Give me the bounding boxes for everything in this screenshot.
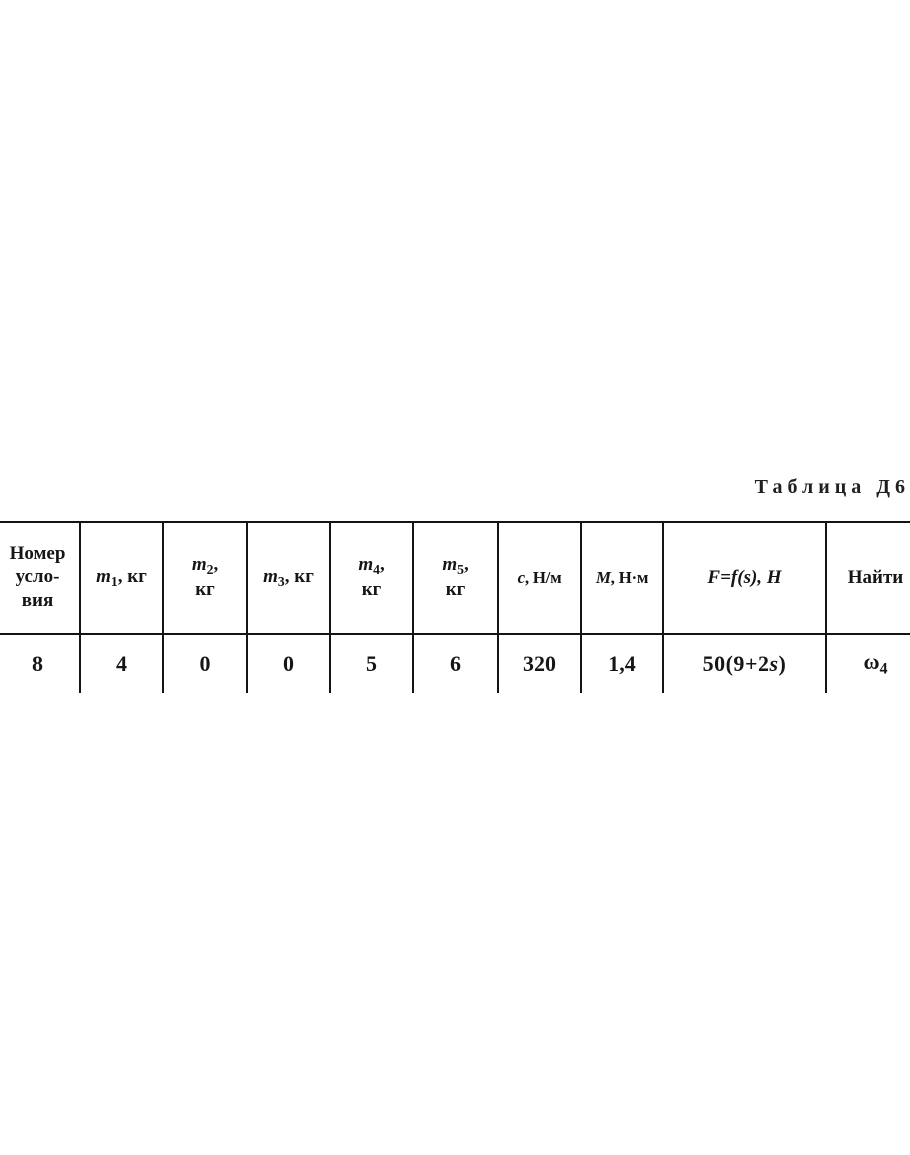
header-c-unit: , Н/м bbox=[524, 567, 562, 587]
cell-find-subscript: 4 bbox=[879, 660, 888, 678]
header-cell-m2: m2, кг bbox=[162, 522, 248, 635]
header-m5-symbol: m bbox=[442, 553, 458, 575]
header-cell-m4: m4, кг bbox=[329, 522, 414, 635]
cell-moment: 1,4 bbox=[580, 634, 664, 693]
header-m5-comma: , bbox=[463, 553, 469, 575]
header-m2-unit: кг bbox=[195, 578, 215, 600]
header-cell-moment: M, Н·м bbox=[580, 522, 664, 635]
cell-F-variable: s bbox=[769, 651, 779, 676]
data-table-container: Номер усло- вия m1, кг m2, кг bbox=[0, 521, 910, 693]
header-F-label: F=f(s), Н bbox=[707, 566, 782, 588]
cell-m3: 0 bbox=[246, 634, 331, 693]
header-cell-stiffness: c, Н/м bbox=[497, 522, 582, 635]
header-c-symbol: c bbox=[517, 567, 526, 587]
header-m4-subscript: 4 bbox=[373, 561, 380, 577]
header-condition-line3: вия bbox=[21, 589, 54, 611]
cell-m1: 4 bbox=[79, 634, 164, 693]
cell-m5: 6 bbox=[412, 634, 499, 693]
cell-condition-number: 8 bbox=[0, 634, 81, 693]
cell-stiffness: 320 bbox=[497, 634, 582, 693]
header-find-label: Найти bbox=[847, 566, 904, 588]
cell-F-close: ) bbox=[778, 651, 787, 676]
header-m3-unit: , кг bbox=[284, 566, 314, 588]
cell-m4: 5 bbox=[329, 634, 414, 693]
header-cell-force-function: F=f(s), Н bbox=[662, 522, 827, 635]
cell-find-symbol: ω bbox=[863, 649, 880, 675]
header-condition-line1: Номер bbox=[9, 542, 66, 564]
header-m2-subscript: 2 bbox=[206, 561, 214, 577]
header-condition-line2: усло- bbox=[15, 566, 60, 588]
table-caption: Таблица Д6 bbox=[754, 476, 910, 498]
header-m2-comma: , bbox=[213, 553, 219, 575]
cell-force-function: 50(9+2s) bbox=[662, 634, 827, 693]
cell-m2: 0 bbox=[162, 634, 248, 693]
header-cell-m3: m3, кг bbox=[246, 522, 331, 635]
header-m1-unit: , кг bbox=[117, 566, 147, 588]
header-m3-symbol: m bbox=[263, 566, 278, 588]
cell-F-plus: + bbox=[744, 651, 758, 676]
header-cell-m5: m5, кг bbox=[412, 522, 499, 635]
header-cell-find: Найти bbox=[825, 522, 910, 635]
header-m4-unit: кг bbox=[361, 578, 382, 600]
cell-find: ω4 bbox=[825, 634, 910, 693]
header-m4-comma: , bbox=[379, 553, 385, 575]
header-M-symbol: M bbox=[595, 567, 611, 587]
table-header-row: Номер усло- вия m1, кг m2, кг bbox=[0, 522, 910, 635]
parameters-table: Номер усло- вия m1, кг m2, кг bbox=[0, 521, 910, 693]
header-M-unit: , Н·м bbox=[610, 567, 649, 587]
header-cell-m1: m1, кг bbox=[79, 522, 164, 635]
header-m3-subscript: 3 bbox=[277, 573, 285, 589]
cell-F-coefficient: 2 bbox=[757, 651, 770, 676]
header-m1-symbol: m bbox=[96, 566, 111, 588]
header-m2-symbol: m bbox=[191, 553, 207, 575]
header-m4-symbol: m bbox=[358, 553, 374, 575]
header-m1-subscript: 1 bbox=[110, 573, 118, 589]
header-m5-subscript: 5 bbox=[457, 561, 464, 577]
header-cell-condition-number: Номер усло- вия bbox=[0, 522, 81, 635]
table-row: 8 4 0 0 5 6 320 1,4 50(9+2s) ω4 bbox=[0, 634, 910, 693]
header-m5-unit: кг bbox=[445, 578, 466, 600]
cell-F-lead: 50(9 bbox=[702, 651, 745, 676]
